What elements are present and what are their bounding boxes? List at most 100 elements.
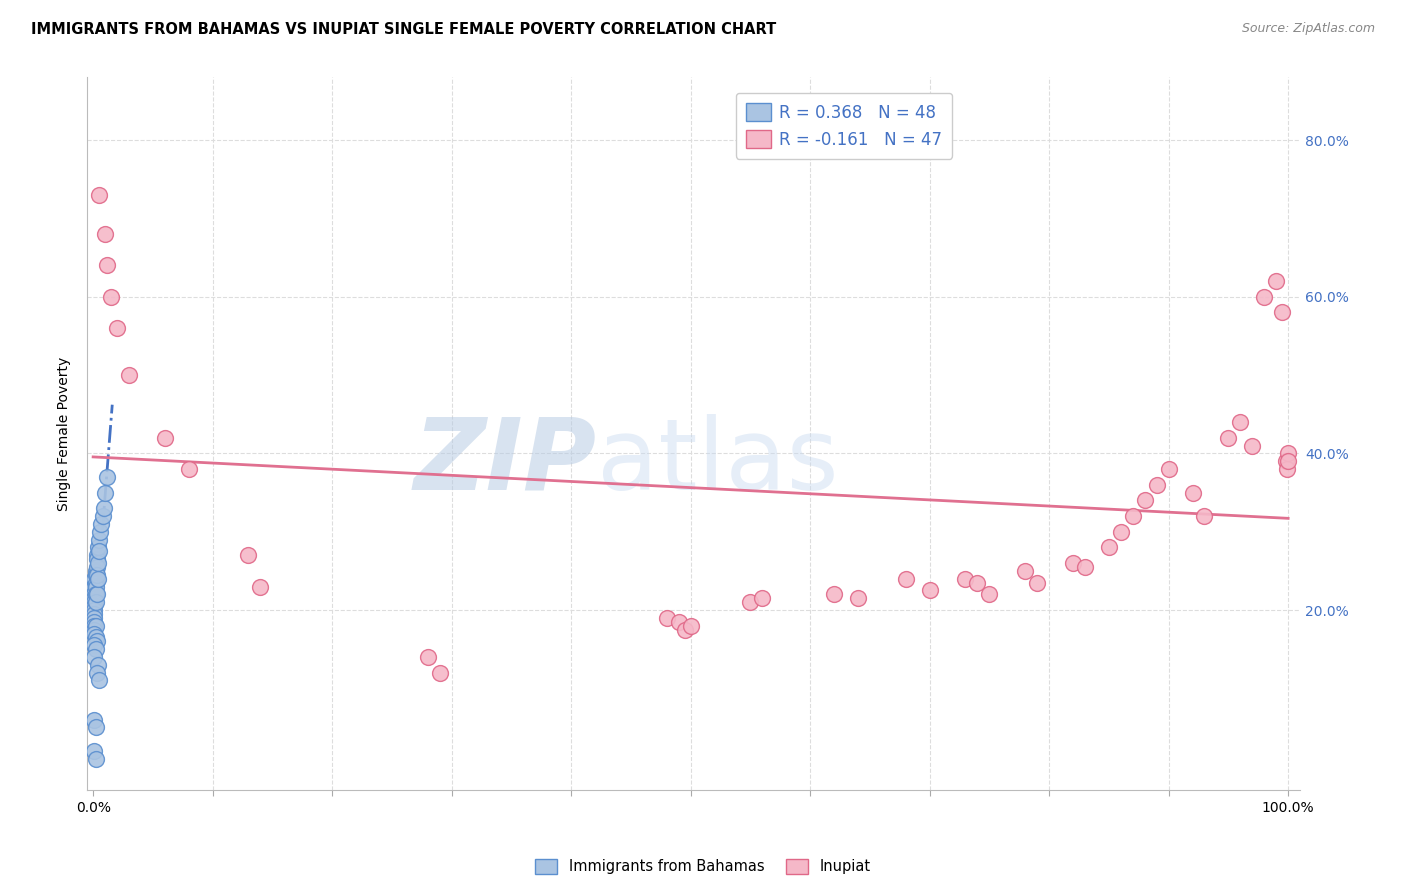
Point xyxy=(153,431,176,445)
Point xyxy=(1275,462,1298,476)
Point xyxy=(83,650,105,665)
Point xyxy=(96,259,118,273)
Point xyxy=(100,290,122,304)
Point xyxy=(84,631,107,645)
Point xyxy=(1146,477,1168,491)
Point xyxy=(83,638,105,652)
Legend: Immigrants from Bahamas, Inupiat: Immigrants from Bahamas, Inupiat xyxy=(529,853,877,880)
Point xyxy=(96,470,118,484)
Point xyxy=(83,744,105,758)
Point xyxy=(83,615,105,629)
Point xyxy=(1241,438,1264,452)
Point xyxy=(86,560,108,574)
Point xyxy=(238,548,260,562)
Point xyxy=(1271,305,1294,319)
Point xyxy=(87,673,110,688)
Point xyxy=(1194,509,1216,524)
Point xyxy=(83,587,105,601)
Point xyxy=(86,552,108,566)
Point xyxy=(87,533,110,547)
Point xyxy=(86,548,108,562)
Point xyxy=(1229,415,1251,429)
Point xyxy=(668,615,690,629)
Legend: R = 0.368   N = 48, R = -0.161   N = 47: R = 0.368 N = 48, R = -0.161 N = 47 xyxy=(735,93,952,159)
Point xyxy=(86,567,108,582)
Point xyxy=(89,524,111,539)
Point xyxy=(1014,564,1036,578)
Point xyxy=(84,580,107,594)
Point xyxy=(1122,509,1144,524)
Point xyxy=(1133,493,1156,508)
Point xyxy=(83,591,105,606)
Point xyxy=(1157,462,1180,476)
Point xyxy=(83,599,105,613)
Point xyxy=(751,591,773,606)
Point xyxy=(84,564,107,578)
Point xyxy=(1277,446,1299,460)
Point xyxy=(1026,575,1049,590)
Point xyxy=(86,587,108,601)
Point xyxy=(918,583,941,598)
Point xyxy=(84,752,107,766)
Point xyxy=(673,623,696,637)
Point xyxy=(1181,485,1204,500)
Point xyxy=(966,575,988,590)
Point xyxy=(93,501,115,516)
Text: atlas: atlas xyxy=(596,414,838,511)
Point xyxy=(83,626,105,640)
Point xyxy=(86,634,108,648)
Point xyxy=(84,618,107,632)
Point xyxy=(87,544,110,558)
Point xyxy=(83,713,105,727)
Point xyxy=(84,721,107,735)
Point xyxy=(416,650,439,665)
Point xyxy=(655,611,678,625)
Point xyxy=(83,618,105,632)
Point xyxy=(177,462,200,476)
Point xyxy=(83,607,105,621)
Text: IMMIGRANTS FROM BAHAMAS VS INUPIAT SINGLE FEMALE POVERTY CORRELATION CHART: IMMIGRANTS FROM BAHAMAS VS INUPIAT SINGL… xyxy=(31,22,776,37)
Point xyxy=(1265,274,1288,288)
Point xyxy=(83,595,105,609)
Point xyxy=(83,611,105,625)
Point xyxy=(86,665,108,680)
Point xyxy=(84,575,107,590)
Point xyxy=(83,603,105,617)
Point xyxy=(83,623,105,637)
Point xyxy=(1253,290,1275,304)
Point xyxy=(84,567,107,582)
Point xyxy=(118,368,141,382)
Point xyxy=(84,595,107,609)
Point xyxy=(87,657,110,672)
Point xyxy=(679,618,702,632)
Point xyxy=(1098,541,1121,555)
Point xyxy=(1062,556,1084,570)
Point xyxy=(94,485,117,500)
Point xyxy=(1277,454,1299,468)
Text: ZIP: ZIP xyxy=(413,414,596,511)
Point xyxy=(90,516,112,531)
Point xyxy=(1074,560,1097,574)
Point xyxy=(846,591,869,606)
Point xyxy=(823,587,845,601)
Point xyxy=(84,642,107,657)
Point xyxy=(84,587,107,601)
Point xyxy=(91,509,114,524)
Point xyxy=(1109,524,1132,539)
Point xyxy=(249,580,271,594)
Point xyxy=(429,665,451,680)
Point xyxy=(83,572,105,586)
Point xyxy=(1218,431,1240,445)
Point xyxy=(894,572,917,586)
Point xyxy=(955,572,977,586)
Point xyxy=(87,572,110,586)
Point xyxy=(94,227,117,241)
Point xyxy=(979,587,1001,601)
Y-axis label: Single Female Poverty: Single Female Poverty xyxy=(58,357,72,511)
Point xyxy=(740,595,762,609)
Point xyxy=(87,541,110,555)
Point xyxy=(83,580,105,594)
Point xyxy=(105,321,128,335)
Point xyxy=(87,188,110,202)
Text: Source: ZipAtlas.com: Source: ZipAtlas.com xyxy=(1241,22,1375,36)
